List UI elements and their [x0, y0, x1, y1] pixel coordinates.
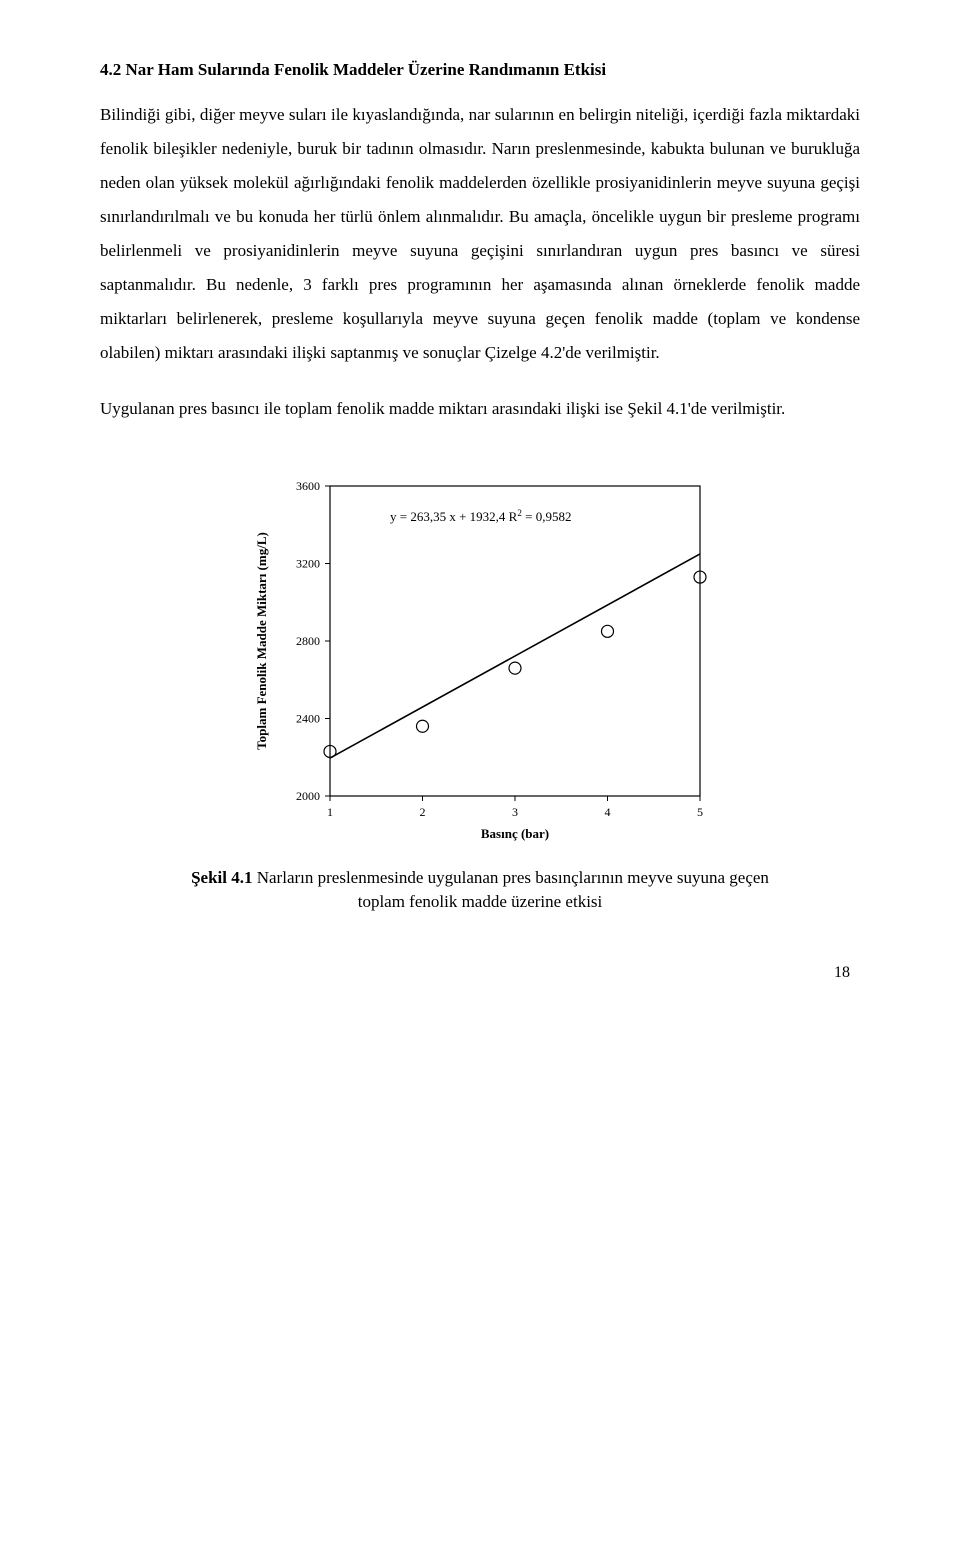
svg-text:3600: 3600: [296, 479, 320, 493]
svg-text:2: 2: [420, 805, 426, 819]
paragraph-1: Bilindiği gibi, diğer meyve suları ile k…: [100, 98, 860, 370]
paragraph-2: Uygulanan pres basıncı ile toplam fenoli…: [100, 392, 860, 426]
scatter-chart: 2000 2400 2800 3200 3600 1 2 3 4 5 y = 263,35 x …: [240, 466, 720, 846]
svg-text:4: 4: [605, 805, 611, 819]
svg-text:2800: 2800: [296, 634, 320, 648]
svg-text:y = 263,35 x + 1932,4 R2 =: y = 263,35 x + 1932,4 R2 = 0,9582: [390, 508, 571, 524]
caption-rest: Narların preslenmesinde uygulanan pres b…: [252, 868, 768, 911]
page-number: 18: [100, 964, 860, 982]
svg-text:1: 1: [327, 805, 333, 819]
svg-text:2000: 2000: [296, 789, 320, 803]
caption-bold: Şekil 4.1: [191, 868, 252, 887]
chart-container: 2000 2400 2800 3200 3600 1 2 3 4 5 y = 263,35 x …: [240, 466, 720, 846]
svg-text:5: 5: [697, 805, 703, 819]
svg-text:3: 3: [512, 805, 518, 819]
chart-caption: Şekil 4.1 Narların preslenmesinde uygula…: [180, 866, 780, 914]
svg-text:Basınç (bar): Basınç (bar): [481, 826, 549, 841]
svg-text:3200: 3200: [296, 557, 320, 571]
svg-text:Toplam Fenolik Madde Miktarı (: Toplam Fenolik Madde Miktarı (mg/L): [254, 532, 269, 750]
svg-text:2400: 2400: [296, 712, 320, 726]
section-title: 4.2 Nar Ham Sularında Fenolik Maddeler Ü…: [100, 60, 860, 80]
